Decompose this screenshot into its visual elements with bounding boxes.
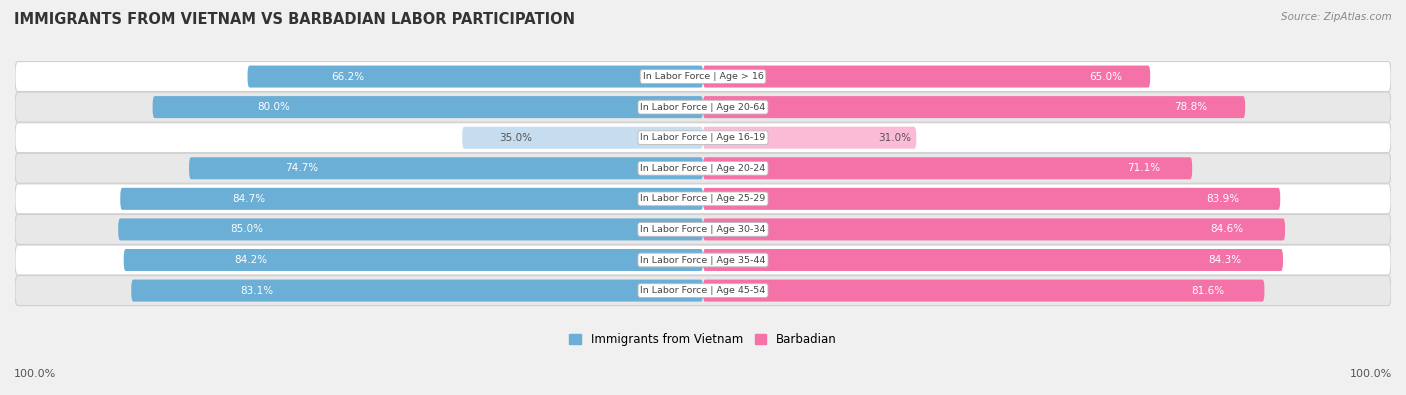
FancyBboxPatch shape	[703, 188, 1281, 210]
Text: 83.1%: 83.1%	[240, 286, 274, 295]
FancyBboxPatch shape	[121, 188, 703, 210]
Text: 65.0%: 65.0%	[1090, 71, 1122, 81]
Text: 84.6%: 84.6%	[1211, 224, 1243, 234]
Text: In Labor Force | Age 25-29: In Labor Force | Age 25-29	[640, 194, 766, 203]
FancyBboxPatch shape	[188, 157, 703, 179]
Text: 66.2%: 66.2%	[332, 71, 364, 81]
Text: 81.6%: 81.6%	[1192, 286, 1225, 295]
Text: In Labor Force | Age 20-64: In Labor Force | Age 20-64	[640, 103, 766, 112]
Legend: Immigrants from Vietnam, Barbadian: Immigrants from Vietnam, Barbadian	[565, 328, 841, 351]
FancyBboxPatch shape	[703, 280, 1264, 302]
FancyBboxPatch shape	[153, 96, 703, 118]
FancyBboxPatch shape	[463, 127, 703, 149]
Text: 100.0%: 100.0%	[1350, 369, 1392, 379]
Text: 84.7%: 84.7%	[232, 194, 264, 204]
FancyBboxPatch shape	[703, 249, 1284, 271]
FancyBboxPatch shape	[124, 249, 703, 271]
FancyBboxPatch shape	[15, 276, 1391, 306]
FancyBboxPatch shape	[703, 157, 1192, 179]
FancyBboxPatch shape	[15, 123, 1391, 153]
FancyBboxPatch shape	[131, 280, 703, 302]
Text: 84.3%: 84.3%	[1208, 255, 1241, 265]
FancyBboxPatch shape	[15, 92, 1391, 122]
Text: 74.7%: 74.7%	[285, 163, 319, 173]
Text: In Labor Force | Age 20-24: In Labor Force | Age 20-24	[640, 164, 766, 173]
FancyBboxPatch shape	[15, 245, 1391, 275]
FancyBboxPatch shape	[703, 66, 1150, 88]
FancyBboxPatch shape	[15, 62, 1391, 92]
Text: In Labor Force | Age 45-54: In Labor Force | Age 45-54	[640, 286, 766, 295]
FancyBboxPatch shape	[118, 218, 703, 241]
Text: In Labor Force | Age 16-19: In Labor Force | Age 16-19	[640, 133, 766, 142]
Text: Source: ZipAtlas.com: Source: ZipAtlas.com	[1281, 12, 1392, 22]
Text: 71.1%: 71.1%	[1126, 163, 1160, 173]
FancyBboxPatch shape	[15, 214, 1391, 245]
Text: 84.2%: 84.2%	[235, 255, 267, 265]
Text: 31.0%: 31.0%	[879, 133, 911, 143]
Text: In Labor Force | Age 35-44: In Labor Force | Age 35-44	[640, 256, 766, 265]
Text: In Labor Force | Age > 16: In Labor Force | Age > 16	[643, 72, 763, 81]
Text: 80.0%: 80.0%	[257, 102, 290, 112]
FancyBboxPatch shape	[15, 184, 1391, 214]
FancyBboxPatch shape	[703, 96, 1246, 118]
Text: In Labor Force | Age 30-34: In Labor Force | Age 30-34	[640, 225, 766, 234]
Text: 100.0%: 100.0%	[14, 369, 56, 379]
Text: 35.0%: 35.0%	[499, 133, 531, 143]
FancyBboxPatch shape	[247, 66, 703, 88]
Text: IMMIGRANTS FROM VIETNAM VS BARBADIAN LABOR PARTICIPATION: IMMIGRANTS FROM VIETNAM VS BARBADIAN LAB…	[14, 12, 575, 27]
Text: 85.0%: 85.0%	[231, 224, 263, 234]
Text: 83.9%: 83.9%	[1206, 194, 1239, 204]
FancyBboxPatch shape	[15, 153, 1391, 183]
FancyBboxPatch shape	[703, 127, 917, 149]
Text: 78.8%: 78.8%	[1174, 102, 1208, 112]
FancyBboxPatch shape	[703, 218, 1285, 241]
